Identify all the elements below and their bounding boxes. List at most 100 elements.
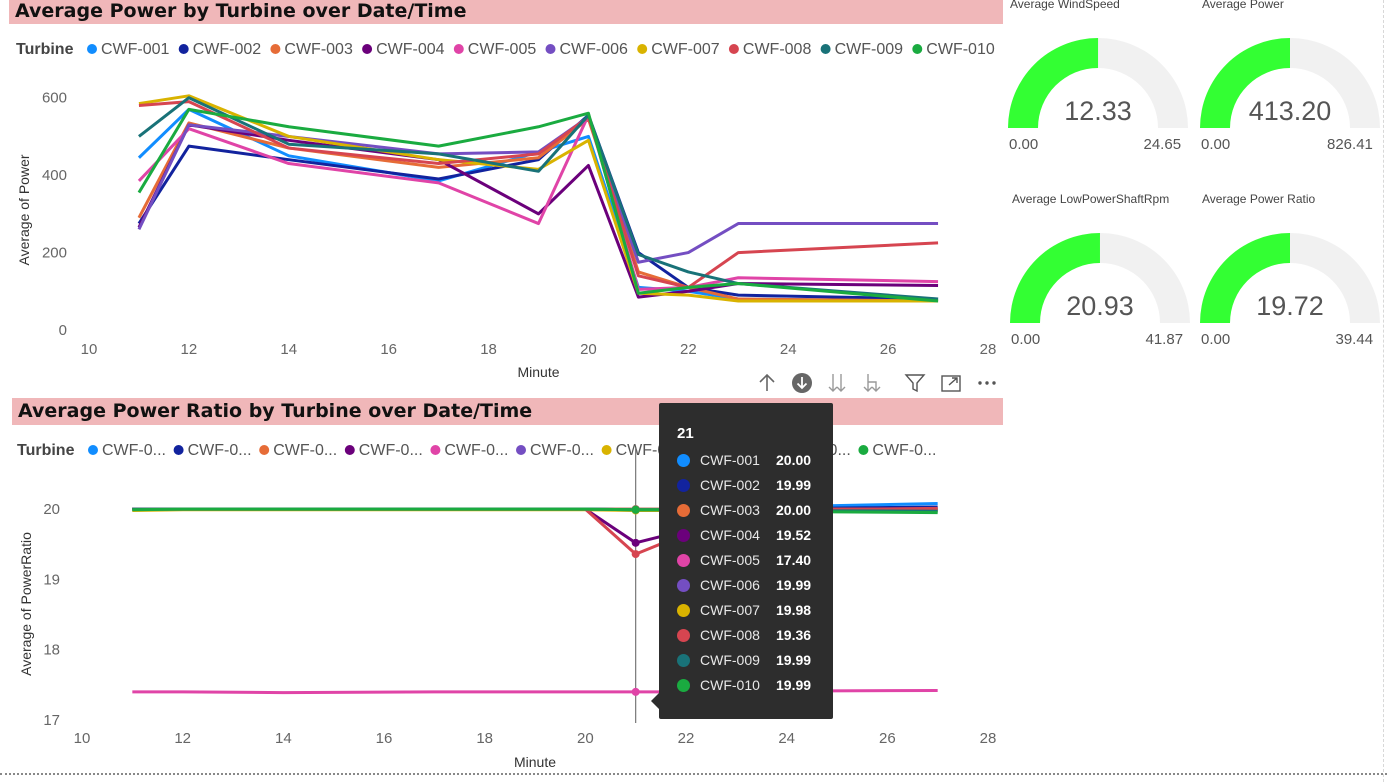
power-chart-lines — [137, 94, 939, 303]
legend-item[interactable]: CWF-005 — [453, 41, 537, 58]
hover-point — [631, 538, 640, 547]
legend-item[interactable]: CWF-0... — [88, 442, 166, 459]
gauge-arc — [1200, 38, 1380, 128]
x-tick-label: 14 — [275, 730, 292, 747]
legend-item[interactable]: CWF-0... — [173, 442, 252, 459]
tooltip-row: CWF-007 19.98 — [677, 600, 811, 620]
legend-label: CWF-010 — [926, 41, 995, 58]
gauge-fill — [1008, 38, 1099, 128]
tooltip-row: CWF-010 19.99 — [677, 675, 811, 695]
legend-item[interactable]: CWF-004 — [362, 41, 445, 58]
arrow-up-icon[interactable] — [754, 370, 780, 396]
series-line[interactable] — [137, 113, 939, 291]
y-tick-label: 400 — [42, 167, 67, 184]
gauge-arc — [1200, 233, 1380, 323]
legend-label: CWF-0... — [102, 442, 166, 459]
power-chart-title: Average Power by Turbine over Date/Time — [9, 0, 1003, 24]
gauge-arc — [1010, 233, 1190, 323]
legend-item[interactable]: CWF-008 — [728, 41, 812, 58]
gauge-max-label: 41.87 — [1145, 331, 1184, 348]
y-tick-label: 17 — [43, 712, 60, 729]
gauge-title: Average WindSpeed — [1010, 0, 1120, 11]
legend-item[interactable]: CWF-003 — [270, 41, 353, 58]
tooltip-row: CWF-009 19.99 — [677, 650, 811, 670]
legend-item[interactable]: CWF-0... — [259, 442, 337, 459]
tooltip-series-value: 19.99 — [776, 677, 812, 693]
series-line[interactable] — [138, 96, 939, 301]
series-line[interactable] — [137, 107, 939, 303]
legend-label: CWF-0... — [872, 442, 936, 459]
legend-label: CWF-0... — [530, 442, 594, 459]
x-tick-label: 16 — [380, 341, 397, 358]
gauge-max-label: 39.44 — [1335, 331, 1374, 348]
legend-item[interactable]: CWF-009 — [820, 41, 904, 58]
legend-item[interactable]: CWF-006 — [545, 41, 629, 58]
gauge-title: Average Power Ratio — [1202, 192, 1316, 206]
x-tick-label: 12 — [181, 341, 198, 358]
expand-next-level-icon[interactable] — [824, 370, 850, 396]
page-bottom-border — [0, 773, 1387, 775]
tooltip-series-value: 20.00 — [776, 502, 812, 518]
tooltip-series-value: 19.99 — [776, 652, 812, 668]
focus-mode-icon[interactable] — [938, 370, 964, 396]
series-line[interactable] — [137, 107, 939, 303]
legend-item[interactable]: CWF-001 — [87, 41, 170, 58]
drill-down-icon[interactable] — [789, 370, 815, 396]
tooltip-series-name: CWF-001 — [700, 452, 760, 468]
legend-label: CWF-003 — [284, 41, 353, 58]
tooltip-series-marker — [677, 553, 690, 567]
legend-item[interactable]: CWF-0... — [430, 442, 508, 459]
tooltip-series-marker — [677, 578, 690, 592]
ratio-line-chart[interactable]: Turbine CWF-0... CWF-0... CWF-0... CWF-0... C… — [0, 425, 1003, 775]
tooltip-row: CWF-002 19.99 — [677, 475, 811, 495]
series-line[interactable] — [137, 117, 939, 303]
tooltip-series-marker — [677, 653, 690, 667]
x-tick-label: 28 — [980, 341, 997, 358]
gauge-fill — [1200, 233, 1290, 323]
series-line[interactable] — [138, 100, 939, 289]
gauge-title: Average LowPowerShaftRpm — [1012, 192, 1170, 206]
x-tick-label: 18 — [476, 730, 493, 747]
legend-label: CWF-0... — [444, 442, 508, 459]
legend-marker — [728, 44, 739, 54]
hover-point — [631, 505, 640, 514]
y-axis-label: Average of Power — [16, 154, 32, 265]
legend-marker — [637, 44, 648, 54]
legend-item[interactable]: CWF-0... — [858, 442, 936, 459]
filter-icon[interactable] — [902, 370, 928, 396]
legend-marker — [259, 445, 270, 455]
tooltip-series-name: CWF-002 — [700, 477, 760, 493]
tooltip-row: CWF-001 20.00 — [677, 450, 811, 470]
series-line[interactable] — [137, 115, 939, 264]
legend-marker — [453, 44, 464, 54]
hover-point — [631, 687, 640, 696]
y-tick-label: 600 — [42, 90, 67, 107]
power-line-chart[interactable]: Turbine CWF-001 CWF-002 CWF-003 CWF-004 CWF-0… — [0, 26, 1003, 406]
tooltip-series-marker — [677, 628, 690, 642]
expand-hierarchy-icon[interactable] — [859, 370, 885, 396]
legend-marker — [601, 445, 612, 455]
gauge-fill — [1200, 38, 1290, 128]
x-tick-label: 20 — [577, 730, 594, 747]
legend-item[interactable]: CWF-007 — [637, 41, 720, 58]
tooltip-series-value: 19.99 — [776, 477, 812, 493]
legend-label: CWF-0... — [273, 442, 337, 459]
legend-marker — [88, 445, 98, 455]
x-tick-label: 18 — [480, 341, 497, 358]
y-tick-label: 200 — [42, 245, 67, 262]
x-tick-label: 26 — [880, 341, 897, 358]
legend-item[interactable]: CWF-0... — [516, 442, 594, 459]
legend-item[interactable]: CWF-002 — [178, 41, 262, 58]
legend-label: CWF-005 — [468, 41, 537, 58]
legend-item[interactable]: CWF-0... — [344, 442, 423, 459]
ratio-chart-axes: 10 12 14 16 18 20 22 24 26 28 17 18 19 20 Minute Averag… — [18, 501, 996, 770]
legend-label: CWF-009 — [835, 41, 904, 58]
tooltip-series-marker — [677, 453, 690, 467]
tooltip-series-marker — [677, 478, 690, 492]
series-line[interactable] — [138, 94, 939, 303]
more-options-icon[interactable] — [974, 370, 1000, 396]
legend-item[interactable]: CWF-010 — [912, 41, 995, 58]
series-line[interactable] — [137, 123, 939, 299]
gauge-fill — [1010, 233, 1100, 323]
legend-marker — [516, 445, 526, 455]
